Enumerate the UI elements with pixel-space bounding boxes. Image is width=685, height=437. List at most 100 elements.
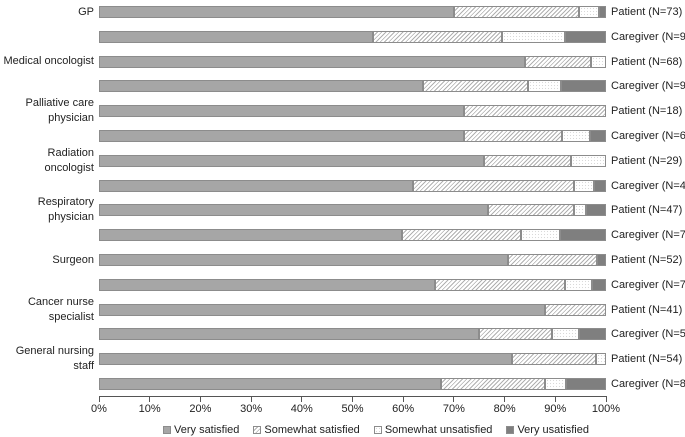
bar-segment: [99, 179, 414, 192]
legend-swatch: [163, 426, 171, 434]
legend-item: Very satisfied: [163, 424, 239, 436]
bar-segment: [574, 179, 594, 192]
legend-label: Very usatisfied: [517, 424, 589, 436]
x-tick: [504, 397, 506, 402]
bar-segment: [593, 179, 606, 192]
group-label: Surgeon: [52, 253, 94, 266]
bar-segment: [99, 105, 465, 118]
x-axis-line: [99, 396, 607, 397]
bar-segment: [440, 378, 546, 390]
row-label: Caregiver (N=91): [611, 80, 685, 93]
group-label: Medical oncologist: [3, 55, 95, 68]
legend-label: Somewhat satisfied: [264, 424, 360, 436]
bar-segment: [551, 328, 579, 341]
legend-item: Somewhat satisfied: [253, 424, 360, 436]
row-label: Patient (N=47): [611, 204, 683, 217]
bar-segment: [99, 303, 546, 316]
bar-segment: [372, 30, 503, 43]
bar-segment: [579, 6, 599, 18]
bar-segment: [479, 328, 552, 341]
bar-segment: [464, 105, 606, 118]
bar-segment: [508, 254, 597, 266]
bar-segment: [99, 6, 454, 18]
legend-item: Very usatisfied: [506, 424, 589, 436]
bar-segment: [435, 278, 565, 291]
bar-segment: [574, 204, 586, 217]
bar-segment: [99, 378, 441, 390]
bar-segment: [590, 55, 606, 68]
group-label: Respiratory physician: [37, 196, 94, 224]
x-tick: [352, 397, 353, 402]
x-tick: [98, 397, 100, 402]
legend-swatch: [373, 426, 382, 434]
x-tick-label: 20%: [189, 403, 212, 415]
legend-label: Very satisfied: [174, 424, 240, 436]
group-label: Radiation oncologist: [44, 146, 94, 174]
bar-segment: [402, 229, 521, 242]
bar-segment: [512, 353, 597, 366]
x-tick: [199, 397, 201, 402]
bar-segment: [527, 80, 562, 93]
bar-segment: [560, 229, 606, 242]
x-tick: [554, 397, 556, 402]
bar-segment: [585, 204, 606, 217]
row-label: Patient (N=52): [611, 254, 683, 266]
row-label: Caregiver (N=89): [611, 378, 685, 390]
x-tick: [149, 397, 151, 402]
bar-segment: [464, 130, 562, 142]
x-tick: [402, 397, 404, 402]
x-tick: [453, 397, 455, 402]
row-label: Patient (N=54): [611, 353, 683, 366]
row-label: Patient (N=41): [611, 303, 683, 316]
group-label: Palliative care physician: [25, 97, 94, 125]
x-tick-label: 10%: [138, 403, 161, 415]
row-label: Patient (N=18): [611, 105, 683, 118]
row-label: Patient (N=29): [611, 154, 683, 167]
bar-segment: [99, 154, 485, 167]
bar-segment: [564, 278, 592, 291]
bar-segment: [598, 6, 606, 18]
bar-segment: [565, 30, 606, 43]
legend-item: Somewhat unsatisfied: [373, 424, 493, 436]
bar-segment: [561, 130, 591, 142]
bar-segment: [423, 80, 528, 93]
x-tick: [250, 397, 252, 402]
bar-segment: [578, 328, 606, 341]
x-tick-label: 80%: [493, 403, 516, 415]
bar-segment: [524, 55, 591, 68]
row-label: Patient (N=73): [611, 6, 683, 18]
bar-segment: [99, 30, 373, 43]
bar-segment: [591, 278, 606, 291]
group-label: General nursing staff: [15, 345, 94, 373]
x-tick-label: 90%: [544, 403, 567, 415]
bar-segment: [487, 204, 575, 217]
legend-swatch: [506, 426, 515, 434]
x-tick-label: 70%: [442, 403, 465, 415]
bar-segment: [99, 55, 525, 68]
bar-segment: [596, 254, 606, 266]
x-tick-label: 60%: [392, 403, 415, 415]
x-tick: [605, 397, 607, 402]
x-tick-label: 50%: [341, 403, 364, 415]
bar-segment: [502, 30, 566, 43]
bar-segment: [413, 179, 575, 192]
bar-segment: [565, 378, 606, 390]
bar-segment: [99, 130, 465, 142]
row-label: Caregiver (N=56): [611, 328, 685, 341]
legend-label: Somewhat unsatisfied: [384, 424, 493, 436]
bar-segment: [571, 154, 606, 167]
x-tick-label: 30%: [240, 403, 263, 415]
row-label: Caregiver (N=98): [611, 30, 685, 43]
bar-segment: [545, 303, 606, 316]
group-label: GP: [78, 5, 94, 18]
bar-segment: [99, 80, 424, 93]
row-label: Caregiver (N=74): [611, 278, 685, 291]
bar-segment: [99, 229, 403, 242]
bar-segment: [545, 378, 566, 390]
bar-segment: [453, 6, 580, 18]
bar-segment: [590, 130, 606, 142]
x-tick-label: 40%: [290, 403, 313, 415]
bar-segment: [99, 353, 513, 366]
bar-segment: [561, 80, 606, 93]
